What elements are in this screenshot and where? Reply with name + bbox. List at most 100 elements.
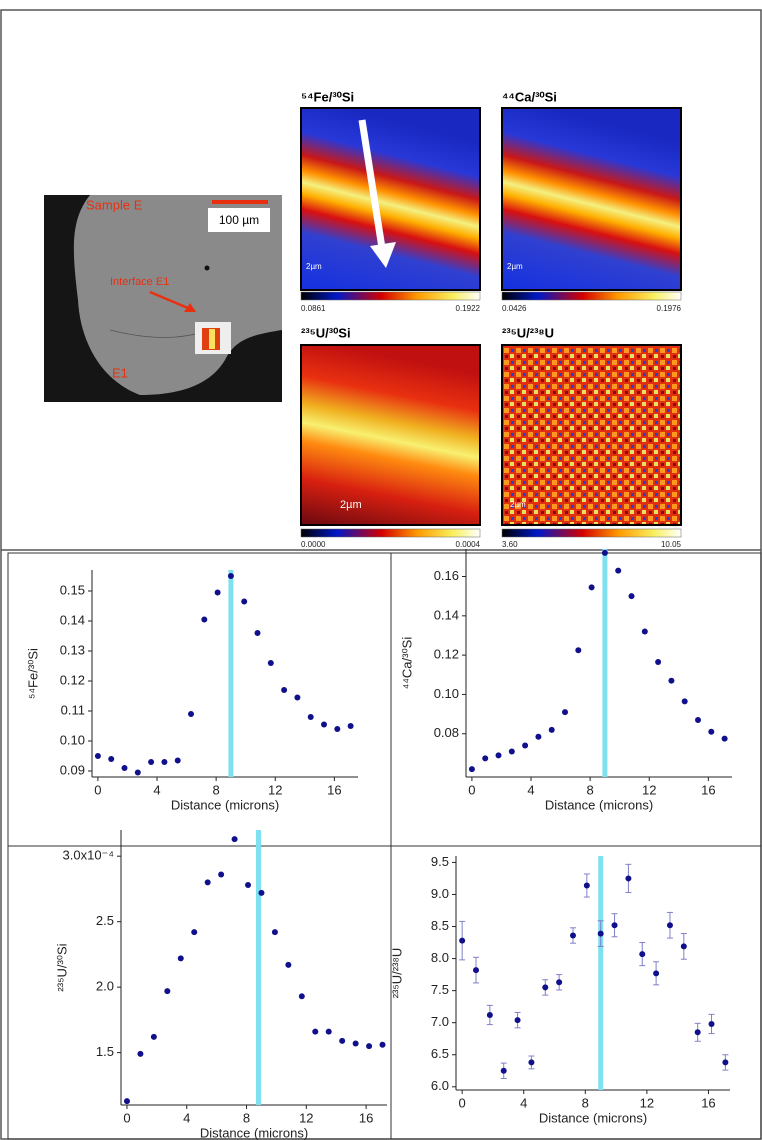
point bbox=[201, 616, 208, 623]
sem-scale: 100 µm bbox=[219, 213, 259, 227]
point bbox=[214, 589, 221, 596]
point bbox=[321, 721, 328, 728]
x-tick-label: 12 bbox=[268, 782, 282, 797]
y-tick-label: 0.08 bbox=[434, 725, 459, 740]
y-axis-label: ⁵⁴Fe/³⁰Si bbox=[25, 648, 40, 699]
y-tick-label: 3.0x10⁻⁴ bbox=[63, 848, 114, 863]
point bbox=[641, 628, 648, 635]
point bbox=[575, 647, 582, 654]
colorbar-max: 0.1922 bbox=[456, 304, 481, 313]
point bbox=[339, 1037, 346, 1044]
colorbar-max: 0.0004 bbox=[456, 540, 481, 549]
point bbox=[655, 659, 662, 666]
point bbox=[625, 875, 632, 882]
y-tick-label: 2.5 bbox=[96, 913, 114, 928]
point bbox=[121, 765, 128, 771]
x-axis-label: Distance (microns) bbox=[200, 1125, 308, 1140]
point bbox=[542, 984, 549, 991]
point bbox=[482, 755, 489, 762]
point bbox=[164, 988, 171, 995]
point bbox=[666, 922, 673, 929]
colorbar-min: 0.0000 bbox=[301, 540, 326, 549]
point bbox=[500, 1067, 507, 1074]
point bbox=[379, 1041, 386, 1048]
point bbox=[108, 756, 115, 762]
y-tick-label: 0.14 bbox=[60, 612, 85, 627]
y-tick-label: 0.10 bbox=[434, 686, 459, 701]
y-tick-label: 1.5 bbox=[96, 1044, 114, 1059]
y-tick-label: 0.12 bbox=[60, 672, 85, 687]
map: ⁵⁴Fe/³⁰Si 2µm 0.0861 0.1922 bbox=[300, 89, 481, 313]
point bbox=[191, 929, 198, 936]
point bbox=[231, 836, 238, 843]
x-tick-label: 8 bbox=[243, 1110, 250, 1125]
point bbox=[508, 748, 515, 755]
x-tick-label: 8 bbox=[582, 1095, 589, 1110]
point bbox=[535, 733, 542, 740]
point bbox=[150, 1033, 157, 1040]
x-tick-label: 4 bbox=[520, 1095, 527, 1110]
point bbox=[298, 993, 305, 1000]
x-tick-label: 8 bbox=[213, 782, 220, 797]
map: ²³⁵U/³⁰Si 2µm 0.0000 0.0004 bbox=[300, 325, 481, 549]
point bbox=[281, 687, 288, 693]
point bbox=[148, 759, 155, 765]
point bbox=[639, 951, 646, 958]
sem-title: Sample E bbox=[86, 197, 143, 212]
point bbox=[312, 1028, 319, 1035]
point bbox=[569, 932, 576, 939]
x-tick-label: 0 bbox=[459, 1095, 466, 1110]
x-tick-label: 0 bbox=[123, 1110, 130, 1125]
y-tick-label: 0.13 bbox=[60, 642, 85, 657]
point bbox=[161, 759, 168, 765]
point bbox=[668, 677, 675, 684]
x-tick-label: 16 bbox=[701, 782, 715, 797]
y-tick-label: 9.5 bbox=[431, 854, 449, 869]
highlight-line bbox=[228, 570, 234, 777]
map-scale: 2µm bbox=[510, 500, 526, 509]
point bbox=[601, 549, 608, 556]
point bbox=[227, 573, 234, 579]
x-tick-label: 16 bbox=[701, 1095, 715, 1110]
point bbox=[721, 735, 728, 742]
x-tick-label: 4 bbox=[527, 782, 534, 797]
point bbox=[218, 871, 225, 878]
point bbox=[174, 757, 181, 764]
point bbox=[459, 937, 466, 944]
point bbox=[468, 766, 475, 773]
point bbox=[522, 742, 529, 749]
x-tick-label: 4 bbox=[183, 1110, 190, 1125]
point bbox=[694, 1029, 701, 1036]
point bbox=[708, 1020, 715, 1027]
y-axis-label: ²³⁵U/²³⁸U bbox=[389, 948, 404, 999]
map-title: ⁴⁴Ca/³⁰Si bbox=[502, 89, 557, 104]
x-tick-label: 4 bbox=[153, 782, 160, 797]
point bbox=[347, 723, 354, 729]
point bbox=[695, 717, 702, 723]
map: ²³⁵U/²³⁸U 2µm 3.60 10.05 bbox=[501, 325, 682, 549]
y-tick-label: 0.15 bbox=[60, 582, 85, 597]
point bbox=[245, 882, 252, 888]
y-tick-label: 6.5 bbox=[431, 1046, 449, 1061]
x-tick-label: 16 bbox=[359, 1110, 373, 1125]
y-tick-label: 9.0 bbox=[431, 886, 449, 901]
point bbox=[177, 955, 184, 962]
point bbox=[562, 709, 569, 716]
colorbar-min: 3.60 bbox=[502, 540, 518, 549]
point bbox=[123, 1098, 130, 1105]
point bbox=[325, 1028, 332, 1035]
point bbox=[307, 714, 314, 720]
map-scale: 2µm bbox=[340, 499, 362, 511]
x-tick-label: 12 bbox=[299, 1110, 313, 1125]
sem-interface: Interface E1 bbox=[110, 276, 169, 288]
colorbar-max: 0.1976 bbox=[657, 304, 682, 313]
x-axis-label: Distance (microns) bbox=[539, 1110, 647, 1125]
point bbox=[615, 567, 622, 574]
point bbox=[271, 929, 278, 936]
x-tick-label: 12 bbox=[640, 1095, 654, 1110]
colorbar-min: 0.0861 bbox=[301, 304, 326, 313]
x-tick-label: 12 bbox=[642, 782, 656, 797]
map-title: ²³⁵U/²³⁸U bbox=[502, 325, 554, 340]
